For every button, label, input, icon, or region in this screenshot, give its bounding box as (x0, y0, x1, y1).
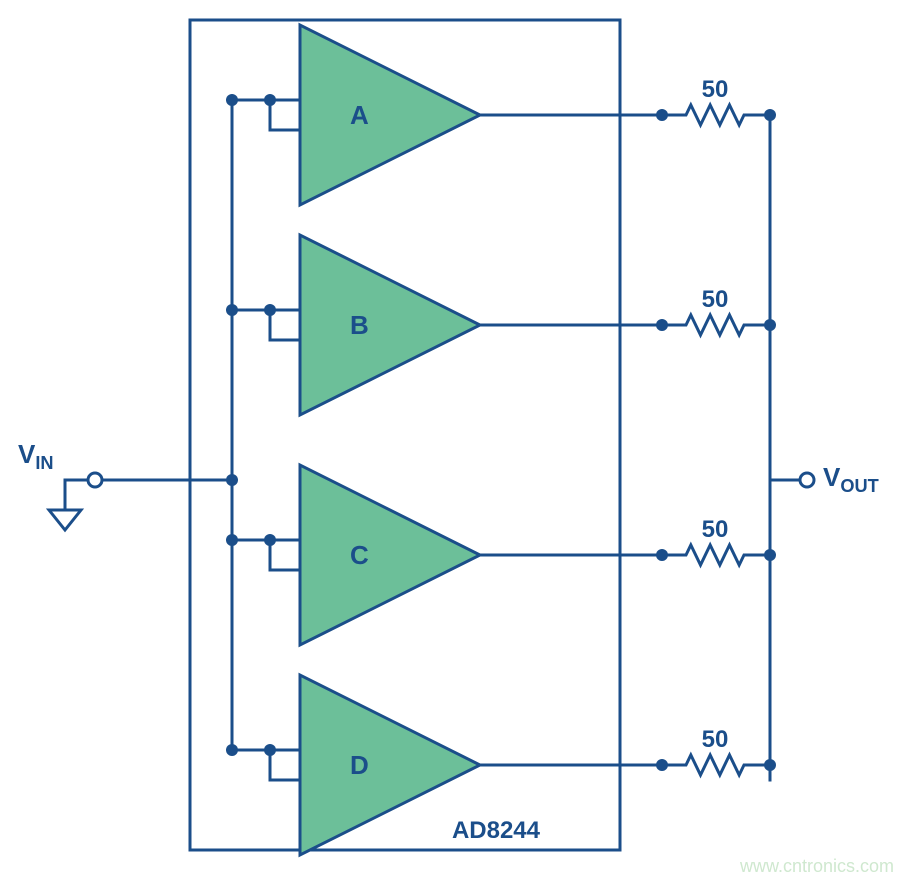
node-fb-b (264, 304, 276, 316)
canvas-bg (0, 0, 900, 878)
chip-label: AD8244 (452, 817, 541, 844)
vin-terminal (88, 473, 102, 487)
node-fb-a (264, 94, 276, 106)
node-fb-c (264, 534, 276, 546)
watermark: www.cntronics.com (739, 856, 894, 876)
node-in-d (226, 744, 238, 756)
resistor-c-label: 50 (702, 516, 729, 543)
node-in-a (226, 94, 238, 106)
amp-a-label: A (350, 100, 369, 130)
resistor-a-label: 50 (702, 76, 729, 103)
node-in-c (226, 534, 238, 546)
amp-c-label: C (350, 540, 369, 570)
resistor-b-label: 50 (702, 286, 729, 313)
node-fb-d (264, 744, 276, 756)
amp-d-label: D (350, 750, 369, 780)
resistor-d-label: 50 (702, 726, 729, 753)
node-vin-bus (226, 474, 238, 486)
vout-terminal (800, 473, 814, 487)
node-in-b (226, 304, 238, 316)
amp-b-label: B (350, 310, 369, 340)
